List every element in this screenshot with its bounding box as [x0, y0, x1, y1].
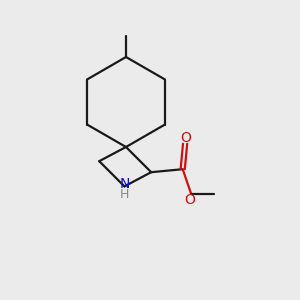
Text: H: H	[120, 188, 129, 201]
Text: O: O	[180, 131, 191, 145]
Text: O: O	[184, 194, 195, 207]
Text: N: N	[119, 177, 130, 191]
